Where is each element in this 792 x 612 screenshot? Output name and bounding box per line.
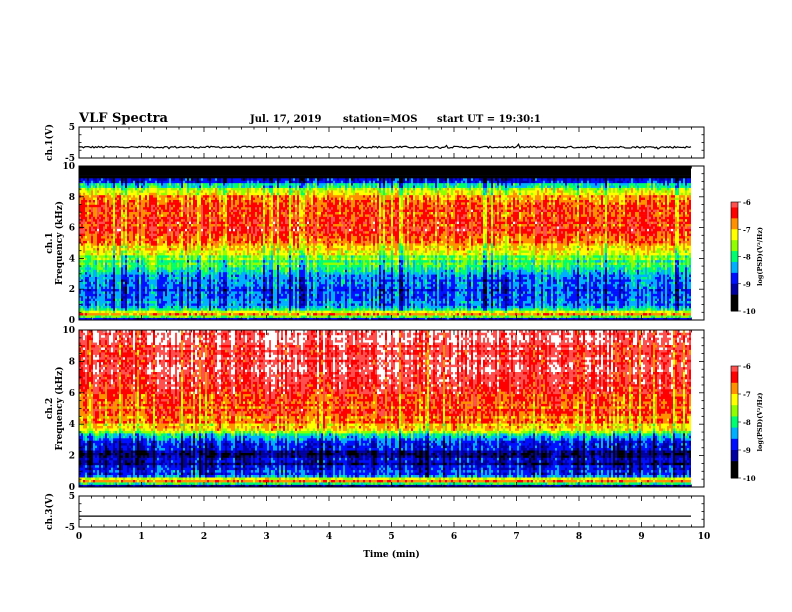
colorbar-tick-label: -6 bbox=[743, 362, 751, 371]
y-axis-label: ch.2 bbox=[45, 398, 55, 419]
y-tick-label: 5 bbox=[69, 492, 75, 502]
start-ut-label: start UT = 19:30:1 bbox=[437, 114, 541, 125]
y-tick-label: -5 bbox=[65, 154, 75, 164]
date-label: Jul. 17, 2019 bbox=[250, 114, 321, 125]
x-tick-label: 0 bbox=[76, 532, 82, 542]
y-tick-label: 5 bbox=[69, 123, 75, 133]
y-axis-label: Frequency (kHz) bbox=[54, 366, 65, 450]
y-tick-label: 10 bbox=[62, 162, 75, 172]
colorbar-tick-label: -10 bbox=[743, 307, 756, 316]
x-tick-label: 2 bbox=[201, 532, 207, 542]
chart-title: VLF Spectra bbox=[79, 111, 168, 126]
y-tick-label: 0 bbox=[69, 316, 75, 326]
y-tick-label: -5 bbox=[65, 523, 75, 533]
colorbar-tick-label: -10 bbox=[743, 474, 756, 483]
spec1-heatmap bbox=[79, 166, 704, 321]
y-tick-label: 6 bbox=[69, 224, 75, 234]
y-axis-label: ch.3(V) bbox=[44, 493, 55, 530]
y-tick-label: 2 bbox=[69, 452, 75, 462]
colorbar-tick-label: -7 bbox=[743, 225, 751, 234]
colorbar-tick-label: -9 bbox=[743, 446, 751, 455]
y-tick-label: 4 bbox=[69, 254, 75, 264]
y-tick-label: 8 bbox=[69, 193, 75, 203]
colorbar-label: log(PSD)(V²/Hz) bbox=[756, 227, 764, 286]
colorbar-label: log(PSD)(V²/Hz) bbox=[756, 393, 764, 452]
y-tick-label: 0 bbox=[69, 483, 75, 493]
spec2-heatmap bbox=[79, 330, 704, 488]
y-axis-label: ch.1(V) bbox=[44, 124, 55, 161]
x-tick-label: 10 bbox=[698, 532, 711, 542]
y-axis-label: Frequency (kHz) bbox=[54, 201, 65, 285]
x-tick-label: 5 bbox=[388, 532, 394, 542]
colorbar-tick-label: -8 bbox=[743, 253, 751, 262]
colorbar-tick-label: -7 bbox=[743, 390, 751, 399]
colorbar-tick-label: -9 bbox=[743, 280, 751, 289]
colorbar-tick-label: -8 bbox=[743, 418, 751, 427]
x-tick-label: 9 bbox=[638, 532, 644, 542]
y-tick-label: 10 bbox=[62, 326, 75, 336]
ch1-waveform bbox=[78, 143, 692, 150]
y-tick-label: 6 bbox=[69, 389, 75, 399]
y-tick-label: 4 bbox=[69, 420, 75, 430]
x-tick-label: 8 bbox=[576, 532, 582, 542]
x-axis-label: Time (min) bbox=[363, 549, 420, 560]
y-axis-label: ch.1 bbox=[45, 232, 55, 253]
spec1-colorbar bbox=[730, 201, 739, 312]
station-label: station=MOS bbox=[343, 114, 417, 125]
x-tick-label: 1 bbox=[138, 532, 144, 542]
colorbar-tick-label: -6 bbox=[743, 198, 751, 207]
x-tick-label: 6 bbox=[451, 532, 457, 542]
y-tick-label: 2 bbox=[69, 285, 75, 295]
x-tick-label: 4 bbox=[326, 532, 332, 542]
x-tick-label: 3 bbox=[263, 532, 269, 542]
y-tick-label: 8 bbox=[69, 357, 75, 367]
x-tick-label: 7 bbox=[513, 532, 519, 542]
spec2-colorbar bbox=[730, 365, 739, 479]
